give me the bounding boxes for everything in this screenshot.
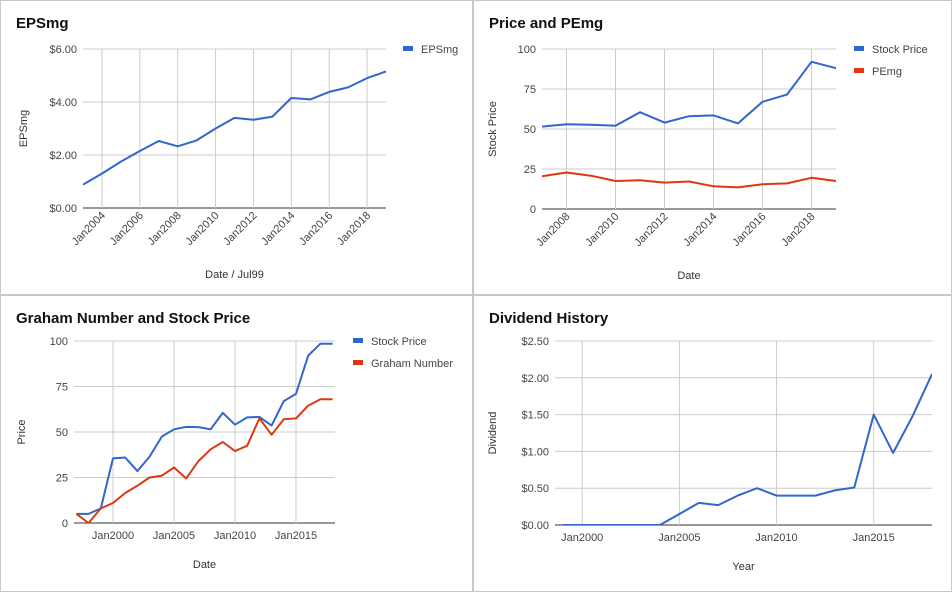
- legend-swatch: [403, 46, 413, 51]
- x-tick-label: Jan2005: [658, 532, 700, 544]
- chart-title: EPSmg: [16, 15, 69, 32]
- price-pemg-chart: 0 25 50 75 100 Jan2008 Jan2010 Jan2012 Jan2014 Ja…: [487, 44, 928, 282]
- x-tick-label: Jan2000: [92, 530, 134, 542]
- x-tick-label: Jan2006: [108, 210, 146, 248]
- legend-label: Graham Number: [371, 358, 453, 370]
- chart-title: Graham Number and Stock Price: [16, 310, 251, 327]
- y-tick-label: 0: [62, 518, 68, 530]
- y-tick-label: 0: [530, 204, 536, 216]
- series-line-stock-price: [76, 342, 333, 515]
- series-line-graham-number: [75, 398, 333, 523]
- legend-label: EPSmg: [421, 44, 458, 56]
- x-tick-label: Jan2016: [730, 211, 768, 249]
- x-tick-label: Jan2008: [534, 211, 572, 249]
- y-axis-label: EPSmg: [18, 110, 30, 147]
- x-tick-label: Jan2014: [681, 211, 719, 249]
- y-tick-label: $1.50: [521, 410, 549, 422]
- y-axis-label: Stock Price: [487, 101, 499, 157]
- legend-swatch: [854, 68, 864, 73]
- y-tick-label: 75: [524, 84, 536, 96]
- x-tick-label: Jan2004: [70, 210, 108, 248]
- series-line-epsmg: [83, 70, 386, 186]
- x-tick-label: Jan2018: [335, 210, 373, 248]
- x-tick-label: Jan2010: [583, 211, 621, 249]
- series-line-stock-price: [542, 60, 836, 128]
- x-tick-label: Jan2015: [275, 530, 317, 542]
- y-tick-label: $2.00: [49, 150, 77, 162]
- y-tick-label: $0.00: [49, 203, 77, 215]
- y-tick-label: $0.50: [521, 483, 549, 495]
- dividend-history-chart-panel: Dividend History $0.00 $0.50 $1.00 $1.50 $2.…: [473, 295, 952, 592]
- x-axis-label: Date / Jul99: [205, 269, 264, 281]
- legend-swatch: [353, 360, 363, 365]
- y-tick-label: 50: [524, 124, 536, 136]
- epsmg-chart: $0.00 $2.00 $4.00 $6.00 Jan2004 Jan2006 Jan200…: [18, 44, 458, 281]
- graham-number-chart-panel: Graham Number and Stock Price 0 25 50 75 100…: [0, 295, 473, 592]
- x-tick-label: Jan2018: [779, 211, 817, 249]
- y-tick-label: 25: [56, 473, 68, 485]
- x-tick-label: Jan2000: [561, 532, 603, 544]
- graham-number-chart: 0 25 50 75 100 Jan2000 Jan2005 Jan2010 Jan2015 Da…: [16, 336, 453, 571]
- legend-swatch: [353, 338, 363, 343]
- legend-label: Stock Price: [371, 336, 427, 348]
- y-tick-label: $6.00: [49, 44, 77, 56]
- y-axis-label: Price: [16, 419, 28, 444]
- x-axis-label: Date: [677, 270, 700, 282]
- y-tick-label: $1.00: [521, 446, 549, 458]
- x-tick-label: Jan2015: [853, 532, 895, 544]
- y-tick-label: 25: [524, 164, 536, 176]
- x-tick-label: Jan2014: [259, 210, 297, 248]
- x-tick-label: Jan2010: [214, 530, 256, 542]
- y-tick-label: $2.00: [521, 373, 549, 385]
- x-tick-label: Jan2012: [632, 211, 670, 249]
- x-tick-label: Jan2010: [183, 210, 221, 248]
- y-tick-label: 50: [56, 427, 68, 439]
- price-pemg-chart-panel: Price and PEmg 0 25 50 75 100 Jan2008 Jan2010 J…: [473, 0, 952, 295]
- chart-title: Dividend History: [489, 310, 609, 327]
- y-tick-label: $2.50: [521, 336, 549, 348]
- x-axis-label: Year: [732, 561, 755, 573]
- chart-title: Price and PEmg: [489, 15, 604, 32]
- series-line-dividend: [562, 373, 932, 525]
- legend-label: PEmg: [872, 66, 902, 78]
- legend-label: Stock Price: [872, 44, 928, 56]
- x-axis-label: Date: [193, 559, 216, 571]
- dividend-history-chart: $0.00 $0.50 $1.00 $1.50 $2.00 $2.50 Jan2000 Jan…: [487, 336, 932, 573]
- y-tick-label: $4.00: [49, 97, 77, 109]
- y-tick-label: 75: [56, 382, 68, 394]
- series-line-pemg: [542, 171, 836, 189]
- x-tick-label: Jan2005: [153, 530, 195, 542]
- x-tick-label: Jan2010: [755, 532, 797, 544]
- epsmg-chart-panel: EPSmg $0.00 $2.00 $4.00 $6.00 Jan2004 Jan2006…: [0, 0, 473, 295]
- x-tick-label: Jan2016: [297, 210, 335, 248]
- x-tick-label: Jan2008: [145, 210, 183, 248]
- y-tick-label: $0.00: [521, 520, 549, 532]
- y-axis-label: Dividend: [487, 412, 499, 455]
- legend-swatch: [854, 46, 864, 51]
- y-tick-label: 100: [50, 336, 68, 348]
- y-tick-label: 100: [518, 44, 536, 56]
- x-tick-label: Jan2012: [221, 210, 259, 248]
